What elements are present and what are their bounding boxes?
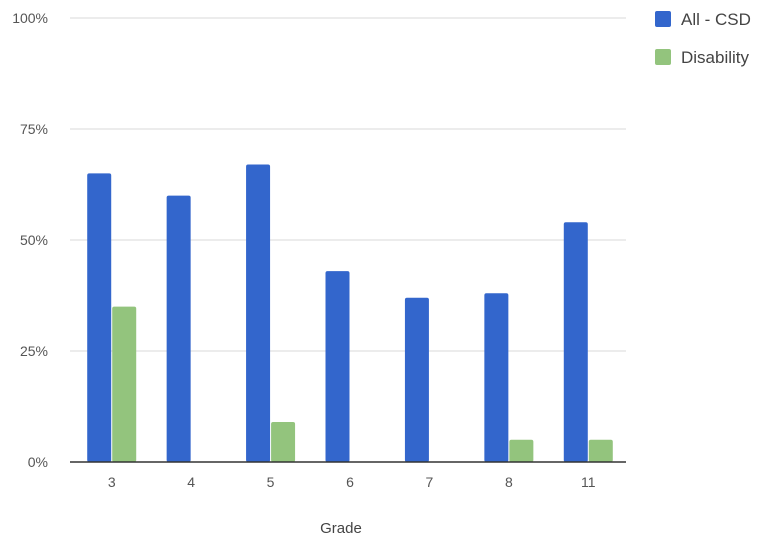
bar-all-csd-grade-11 [563, 222, 588, 462]
y-tick-label: 75% [20, 121, 48, 137]
legend: All - CSD Disability [655, 10, 751, 67]
x-tick-label: 7 [426, 474, 434, 490]
x-tick-label: 4 [187, 474, 195, 490]
legend-label: Disability [681, 48, 750, 67]
x-axis-tick-labels: 3 4 5 6 7 8 11 [108, 474, 596, 490]
x-tick-label: 11 [581, 474, 596, 490]
y-tick-label: 0% [28, 454, 48, 470]
y-tick-label: 50% [20, 232, 48, 248]
x-tick-label: 8 [505, 474, 513, 490]
y-tick-label: 100% [12, 10, 48, 26]
bar-all-csd-grade-4 [166, 195, 191, 462]
legend-label: All - CSD [681, 10, 751, 29]
bars [87, 164, 613, 462]
bar-disability-grade-3 [112, 306, 137, 462]
bar-all-csd-grade-6 [325, 271, 350, 462]
bar-disability-grade-11 [588, 439, 613, 462]
x-tick-label: 6 [346, 474, 354, 490]
y-tick-label: 25% [20, 343, 48, 359]
x-tick-label: 3 [108, 474, 116, 490]
bar-all-csd-grade-5 [246, 164, 271, 462]
bar-disability-grade-8 [509, 439, 534, 462]
legend-swatch [655, 49, 671, 65]
x-tick-label: 5 [267, 474, 275, 490]
bar-all-csd-grade-7 [404, 297, 429, 462]
legend-swatch [655, 11, 671, 27]
bar-disability-grade-5 [271, 422, 296, 462]
y-axis-tick-labels: 0% 25% 50% 75% 100% [12, 10, 48, 470]
bar-all-csd-grade-3 [87, 173, 112, 462]
bar-all-csd-grade-8 [484, 293, 509, 462]
x-axis-title: Grade [320, 520, 362, 537]
